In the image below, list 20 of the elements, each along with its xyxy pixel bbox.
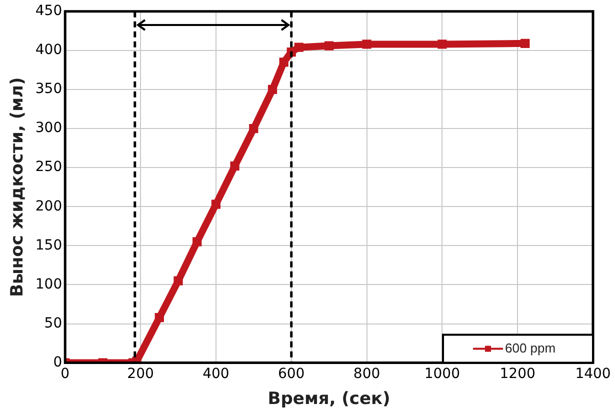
x-tick-label: 1000	[424, 366, 460, 382]
x-tick-label: 1200	[500, 366, 536, 382]
y-tick-label: 300	[35, 120, 62, 136]
x-axis-title: Время, (сек)	[268, 389, 390, 410]
y-tick-label: 100	[35, 276, 62, 292]
x-tick-label: 1400	[575, 366, 611, 382]
x-tick-label: 200	[127, 366, 154, 382]
y-tick-label: 450	[35, 3, 62, 20]
x-tick-label: 800	[353, 366, 380, 382]
x-tick-label: 400	[202, 366, 230, 382]
y-tick-label: 400	[35, 42, 62, 58]
y-axis-title: Вынос жидкости, (мл)	[8, 77, 28, 297]
y-tick-label: 0	[53, 354, 62, 370]
y-tick-label: 200	[35, 198, 62, 214]
x-tick-label: 600	[278, 366, 305, 382]
y-tick-label: 250	[35, 159, 62, 176]
y-tick-label: 50	[44, 315, 62, 332]
y-tick-label: 150	[35, 237, 62, 254]
y-tick-label: 350	[35, 81, 62, 98]
legend-label: 600 ppm	[505, 340, 556, 356]
